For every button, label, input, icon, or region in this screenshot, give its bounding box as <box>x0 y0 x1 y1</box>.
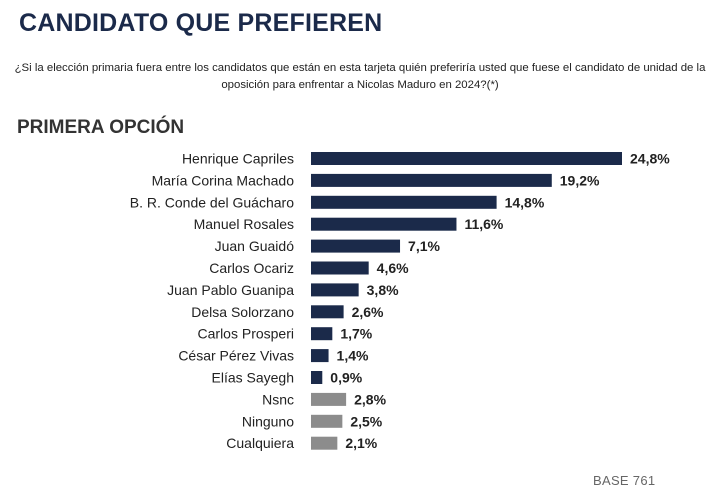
bar <box>311 392 347 406</box>
category-label: B. R. Conde del Guácharo <box>130 194 294 210</box>
category-label: Delsa Solorzano <box>191 304 294 320</box>
bar <box>311 195 497 209</box>
value-label: 2,1% <box>345 435 377 451</box>
value-label: 1,7% <box>340 326 372 342</box>
bar <box>311 371 323 384</box>
category-label: Juan Guaidó <box>215 238 295 254</box>
value-label: 11,6% <box>464 216 503 232</box>
bar <box>311 152 622 165</box>
bar <box>311 414 343 428</box>
value-label: 2,5% <box>350 413 382 429</box>
bar <box>311 217 457 231</box>
category-label: Elías Sayegh <box>212 370 295 386</box>
category-label: Carlos Prosperi <box>198 326 294 342</box>
value-label: 19,2% <box>560 172 600 188</box>
bar <box>311 173 552 187</box>
category-label: Cualquiera <box>226 435 294 451</box>
chart-subtitle: PRIMERA OPCIÓN <box>17 117 185 138</box>
category-label: Ninguno <box>242 413 294 429</box>
category-label: Juan Pablo Guanipa <box>167 282 294 298</box>
value-label: 7,1% <box>408 238 440 254</box>
value-label: 0,9% <box>330 370 362 386</box>
bar <box>311 305 344 319</box>
survey-question: ¿Si la elección primaria fuera entre los… <box>14 62 706 91</box>
value-label: 2,6% <box>352 304 384 320</box>
base-note: BASE 761 <box>593 473 656 488</box>
category-label: César Pérez Vivas <box>178 348 294 364</box>
category-label: Manuel Rosales <box>194 216 294 232</box>
category-label: Henrique Capriles <box>182 151 294 167</box>
value-label: 3,8% <box>367 282 399 298</box>
value-label: 4,6% <box>377 260 409 276</box>
bar <box>311 283 359 297</box>
category-label: Nsnc <box>262 391 294 407</box>
category-label: María Corina Machado <box>152 172 295 188</box>
value-label: 14,8% <box>505 194 545 210</box>
bar <box>311 239 401 253</box>
category-label: Carlos Ocariz <box>209 260 294 276</box>
chart-title: CANDIDATO QUE PREFIEREN <box>19 9 383 37</box>
bar <box>311 327 333 341</box>
bar <box>311 261 369 275</box>
value-label: 24,8% <box>630 151 670 167</box>
bar <box>311 349 329 363</box>
value-label: 2,8% <box>354 391 386 407</box>
bar <box>311 436 338 450</box>
value-label: 1,4% <box>337 348 369 364</box>
